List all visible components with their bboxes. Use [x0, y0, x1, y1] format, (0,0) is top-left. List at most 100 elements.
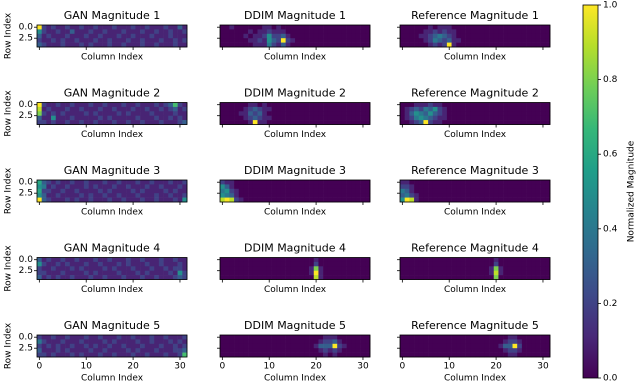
- heatmap-cell: [489, 115, 495, 121]
- heatmap-cell: [182, 106, 188, 112]
- heatmap-cell: [229, 257, 235, 263]
- heatmap-cell: [318, 339, 324, 345]
- heatmap-cell: [69, 33, 75, 39]
- heatmap-cell: [238, 343, 244, 349]
- heatmap-cell: [266, 111, 272, 116]
- heatmap-cell: [238, 197, 244, 203]
- heatmap-cell: [93, 197, 99, 203]
- heatmap-cell: [97, 33, 103, 39]
- heatmap-cell: [400, 193, 405, 198]
- heatmap-cell: [285, 120, 291, 125]
- heatmap-cell: [116, 193, 122, 198]
- heatmap-cell: [346, 270, 352, 276]
- heatmap-cell: [313, 335, 319, 340]
- heatmap-cell: [295, 266, 300, 271]
- heatmap-cell: [423, 184, 429, 190]
- heatmap-cell: [262, 42, 268, 48]
- heatmap-cell: [149, 266, 155, 271]
- heatmap-cell: [154, 42, 160, 48]
- panel-title: Reference Magnitude 2: [411, 87, 539, 100]
- heatmap-cell: [112, 197, 117, 203]
- heatmap-cell: [243, 270, 249, 276]
- heatmap-cell: [248, 266, 254, 271]
- heatmap-cell: [423, 275, 429, 280]
- heatmap-cell: [163, 102, 169, 108]
- heatmap-cell: [460, 29, 466, 35]
- heatmap-cell: [327, 111, 333, 116]
- heatmap-cell: [290, 184, 296, 190]
- heatmap-cell: [172, 257, 178, 263]
- heatmap-cell: [327, 348, 333, 353]
- heatmap-cell: [163, 120, 169, 125]
- heatmap-cell: [172, 25, 178, 30]
- x-axis-label: Column Index: [81, 374, 144, 384]
- heatmap-cell: [55, 266, 61, 271]
- heatmap-cell: [540, 115, 546, 121]
- heatmap-cell: [116, 335, 122, 340]
- heatmap-cell: [351, 188, 357, 194]
- heatmap-cell: [285, 197, 291, 203]
- heatmap-cell: [234, 102, 240, 108]
- heatmap-cell: [451, 29, 457, 35]
- heatmap-cell: [437, 38, 443, 43]
- heatmap-cell: [409, 343, 415, 349]
- heatmap-cell: [46, 257, 52, 263]
- heatmap-cell: [172, 180, 178, 185]
- heatmap-cell: [404, 33, 410, 39]
- heatmap-cell: [313, 261, 319, 267]
- heatmap-cell: [107, 184, 113, 190]
- heatmap-cell: [248, 33, 254, 39]
- heatmap-cell: [252, 33, 258, 39]
- heatmap-cell: [149, 352, 155, 358]
- heatmap-cell: [276, 184, 282, 190]
- panel-title: DDIM Magnitude 3: [244, 164, 346, 177]
- heatmap-cell: [451, 120, 457, 125]
- heatmap-cell: [229, 193, 235, 198]
- heatmap-cell: [451, 266, 457, 271]
- heatmap-cell: [88, 193, 94, 198]
- heatmap-cell: [535, 184, 541, 190]
- heatmap-cell: [432, 106, 438, 112]
- heatmap-cell: [456, 343, 462, 349]
- heatmap-cell: [69, 42, 75, 48]
- heatmap-cell: [154, 197, 160, 203]
- heatmap-cell: [154, 343, 160, 349]
- x-axis-label: Column Index: [264, 53, 327, 63]
- panel-title: Reference Magnitude 1: [411, 9, 539, 22]
- heatmap-cell: [271, 106, 277, 112]
- heatmap-cell: [351, 348, 357, 353]
- heatmap-cell: [517, 275, 523, 280]
- heatmap-cell: [295, 102, 300, 108]
- heatmap-cell: [517, 25, 523, 30]
- heatmap-cell: [531, 335, 537, 340]
- x-tick-label: 0: [399, 362, 405, 372]
- heatmap-cell: [337, 33, 343, 39]
- heatmap-cell: [121, 120, 127, 125]
- heatmap-cell: [140, 266, 146, 271]
- heatmap-cell: [423, 180, 429, 185]
- heatmap-cell: [149, 335, 155, 340]
- heatmap-cell: [428, 29, 434, 35]
- heatmap-cell: [74, 261, 80, 267]
- heatmap-cell: [177, 38, 183, 43]
- heatmap-cell: [526, 180, 532, 185]
- heatmap-cell: [418, 261, 424, 267]
- heatmap-cell: [351, 184, 357, 190]
- heatmap-cell: [318, 343, 324, 349]
- heatmap-cell: [484, 111, 490, 116]
- heatmap-cell: [252, 115, 258, 121]
- heatmap-cell: [93, 339, 99, 345]
- heatmap-cell: [257, 197, 263, 203]
- y-tick-label: 2.5: [19, 344, 33, 354]
- heatmap-cell: [299, 348, 305, 353]
- heatmap-cell: [126, 184, 132, 190]
- heatmap-cell: [276, 180, 282, 185]
- heatmap-cell: [88, 180, 94, 185]
- heatmap-cell: [531, 180, 537, 185]
- heatmap-cell: [337, 270, 343, 276]
- heatmap-cell: [126, 339, 132, 345]
- heatmap-cell: [88, 115, 94, 121]
- heatmap-cell: [418, 257, 424, 263]
- heatmap-cell: [313, 352, 319, 358]
- heatmap-cell: [540, 106, 546, 112]
